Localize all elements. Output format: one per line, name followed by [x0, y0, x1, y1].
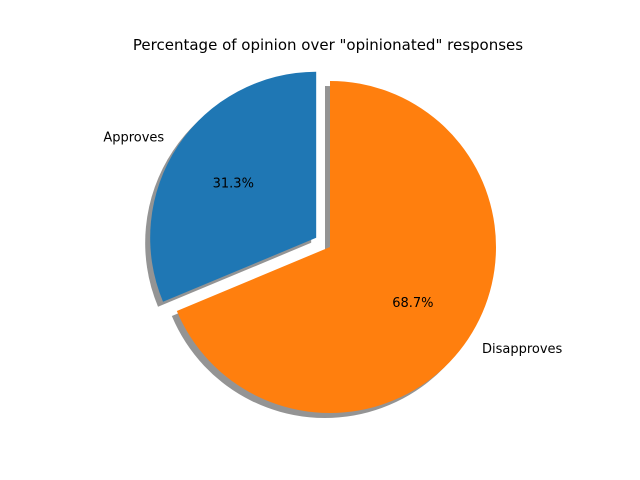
slice-label-approves: Approves — [103, 131, 164, 146]
chart-title: Percentage of opinion over "opinionated"… — [133, 36, 523, 54]
slice-disapproves — [176, 80, 497, 413]
slices — [150, 71, 497, 413]
slice-pct-label-disapproves: 68.7% — [392, 296, 433, 311]
slice-approves — [150, 71, 317, 302]
slice-pct-label-approves: 31.3% — [213, 177, 254, 192]
slice-labels: Approves 31.3% Disapproves 68.7% — [103, 131, 562, 358]
slice-label-disapproves: Disapproves — [482, 342, 563, 357]
